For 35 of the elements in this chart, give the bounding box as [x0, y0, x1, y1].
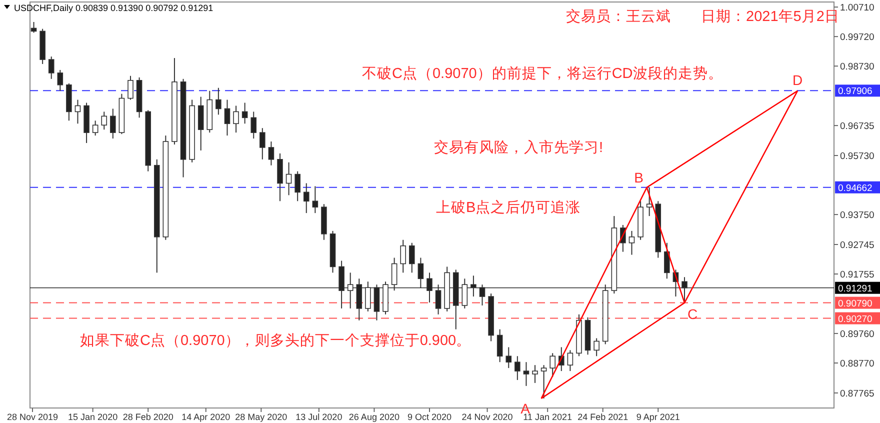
- annotation: 不破C点（0.9070）的前提下，将运行CD波段的走势。: [362, 65, 723, 82]
- y-tick-label: 0.95730: [840, 151, 874, 162]
- ref-line-label: 0.90790: [838, 298, 872, 310]
- x-tick-label: 9 Oct 2020: [407, 412, 452, 422]
- y-tick-label: 0.89760: [840, 328, 874, 340]
- x-tick-label: 15 Jan 2020: [68, 412, 118, 422]
- x-tick-label: 9 Apr 2021: [636, 412, 680, 422]
- y-tick-label: 0.98730: [840, 62, 874, 73]
- chart-title: USDCHF,Daily 0.90839 0.91390 0.90792 0.91291: [14, 3, 214, 13]
- x-tick-label: 24 Nov 2020: [462, 412, 513, 422]
- y-tick-label: 0.88770: [840, 358, 874, 370]
- ref-line-label: 0.90270: [838, 314, 872, 325]
- x-tick-label: 24 Feb 2021: [578, 412, 628, 422]
- y-tick-label: 0.99720: [840, 32, 874, 44]
- ref-line-label: 0.91291: [838, 283, 872, 294]
- ref-line-label: 0.97906: [838, 86, 872, 98]
- y-tick-label: 0.96735: [840, 121, 874, 132]
- annotation: 如果下破C点（0.9070），则多头的下一个支撑位于0.900。: [80, 332, 472, 349]
- y-tick-label: 0.92745: [840, 240, 874, 251]
- annotation: B: [634, 169, 644, 186]
- x-tick-label: 28 May 2020: [235, 412, 288, 422]
- y-tick-label: 0.93750: [840, 210, 874, 222]
- y-tick-label: 0.87765: [840, 388, 874, 400]
- annotation: 上破B点之后仍可追涨: [436, 199, 581, 216]
- annotation: C: [687, 306, 698, 322]
- annotation: 交易有风险，入市先学习!: [434, 139, 604, 156]
- x-tick-label: 28 Feb 2020: [122, 412, 174, 422]
- annotation: D: [792, 72, 803, 88]
- x-tick-label: 26 Aug 2020: [348, 412, 400, 422]
- x-tick-label: 13 Jul 2020: [296, 412, 342, 422]
- x-tick-label: 28 Nov 2019: [6, 412, 58, 422]
- ref-line-label: 0.94662: [838, 182, 872, 194]
- y-tick-label: 0.91755: [840, 270, 874, 281]
- y-tick-label: 1.00710: [840, 2, 874, 14]
- x-tick-label: 14 Apr 2020: [182, 412, 230, 422]
